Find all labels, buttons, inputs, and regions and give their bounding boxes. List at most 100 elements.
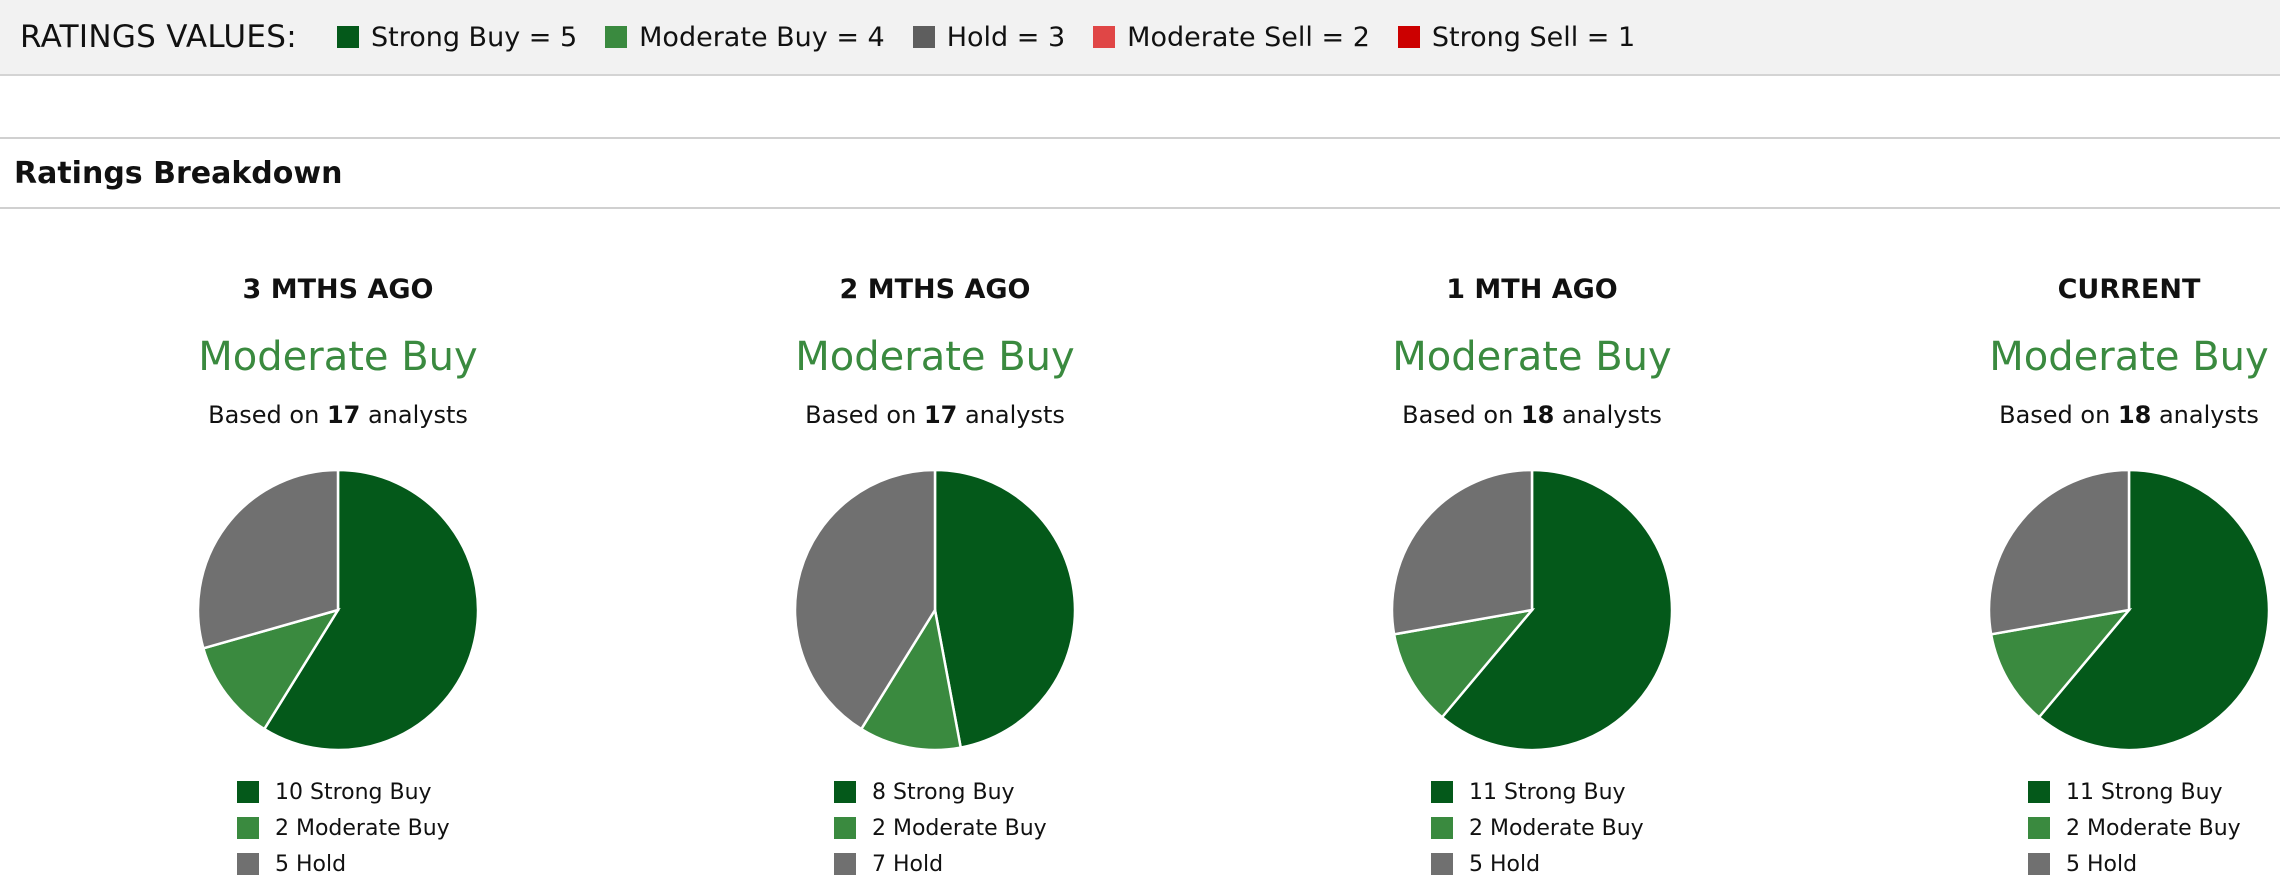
legend-label-strong-buy: Strong Buy = 5 xyxy=(370,21,578,53)
legend-label-hold: Hold = 3 xyxy=(946,21,1066,53)
based-on-suffix: analysts xyxy=(1554,401,1662,429)
pie-legend-label: 2 Moderate Buy xyxy=(275,815,450,841)
pie-legend-label: 5 Hold xyxy=(275,851,347,877)
consensus-rating: Moderate Buy xyxy=(198,334,478,380)
pie-slice-hold xyxy=(1987,468,2131,636)
pie-legend-item: 10 Strong Buy xyxy=(237,774,450,810)
panel-current: CURRENT Moderate Buy Based on 18 analysts xyxy=(1909,270,2280,432)
pie-slice-hold xyxy=(793,468,937,731)
pie-legend-item: 8 Strong Buy xyxy=(834,774,1047,810)
analyst-count: Based on 18 analysts xyxy=(1909,398,2280,432)
pie-legend-label: 2 Moderate Buy xyxy=(872,815,1047,841)
pie-legend-item: 7 Hold xyxy=(834,846,1047,882)
pie-legend-swatch xyxy=(2028,817,2050,839)
analyst-count-value: 17 xyxy=(923,401,958,429)
analyst-count: Based on 18 analysts xyxy=(1312,398,1752,432)
based-on-prefix: Based on xyxy=(805,401,924,429)
legend-label-strong-sell: Strong Sell = 1 xyxy=(1431,21,1636,53)
pie-legend-label: 5 Hold xyxy=(2066,851,2138,877)
legend-item-moderate-buy: Moderate Buy = 4 xyxy=(605,22,885,53)
strong-buy-swatch xyxy=(336,26,359,48)
strong-sell-swatch xyxy=(1397,26,1420,48)
pie-legend-swatch xyxy=(1431,817,1453,839)
legend-item-moderate-sell: Moderate Sell = 2 xyxy=(1093,22,1370,53)
pie-chart-1-mth-ago xyxy=(1390,468,1674,752)
divider-top xyxy=(0,137,2280,139)
pie-legend-item: 2 Moderate Buy xyxy=(2028,810,2241,846)
pie-slice-moderate-buy xyxy=(859,606,963,752)
pie-legend-swatch xyxy=(834,781,856,803)
pie-legend-label: 11 Strong Buy xyxy=(1469,779,1626,805)
analyst-count-value: 18 xyxy=(1520,401,1555,429)
period-title: 1 MTH AGO xyxy=(1446,274,1618,305)
ratings-values-title: RATINGS VALUES: xyxy=(20,19,297,55)
based-on-prefix: Based on xyxy=(1402,401,1521,429)
panel-1-mth-ago: 1 MTH AGO Moderate Buy Based on 18 analyst… xyxy=(1312,270,1752,432)
pie-legend-swatch xyxy=(237,781,259,803)
pie-chart-2-mths-ago xyxy=(793,468,1077,752)
pie-legend-item: 2 Moderate Buy xyxy=(1431,810,1644,846)
pie-legend-item: 5 Hold xyxy=(1431,846,1644,882)
analyst-count: Based on 17 analysts xyxy=(118,398,558,432)
moderate-buy-swatch xyxy=(605,26,628,48)
panel-2-mths-ago: 2 MTHS AGO Moderate Buy Based on 17 analys… xyxy=(715,270,1155,432)
pie-legend-label: 5 Hold xyxy=(1469,851,1541,877)
pie-legend-item: 2 Moderate Buy xyxy=(834,810,1047,846)
based-on-suffix: analysts xyxy=(360,401,468,429)
pie-legend-label: 2 Moderate Buy xyxy=(2066,815,2241,841)
pie-legend-label: 8 Strong Buy xyxy=(872,779,1015,805)
pie-legend-swatch xyxy=(237,817,259,839)
based-on-prefix: Based on xyxy=(208,401,327,429)
pie-legend-3-mths-ago: 10 Strong Buy 2 Moderate Buy 5 Hold xyxy=(237,774,450,882)
pie-slice-strong-buy xyxy=(2037,468,2271,752)
period-title: 3 MTHS AGO xyxy=(242,274,434,305)
pie-slice-strong-buy xyxy=(933,468,1077,750)
pie-legend-label: 10 Strong Buy xyxy=(275,779,432,805)
pie-legend-swatch xyxy=(2028,853,2050,875)
pie-legend-item: 5 Hold xyxy=(2028,846,2241,882)
hold-swatch xyxy=(912,26,935,48)
based-on-prefix: Based on xyxy=(1999,401,2118,429)
period-title: CURRENT xyxy=(2057,274,2201,305)
pie-legend-item: 11 Strong Buy xyxy=(2028,774,2241,810)
ratings-values-legend: RATINGS VALUES: Strong Buy = 5 Moderate … xyxy=(0,0,2280,76)
pie-slice-hold xyxy=(1390,468,1534,636)
pie-slice-moderate-buy xyxy=(1392,608,1536,720)
pie-legend-1-mth-ago: 11 Strong Buy 2 Moderate Buy 5 Hold xyxy=(1431,774,1644,882)
analyst-count-value: 18 xyxy=(2117,401,2152,429)
pie-chart-3-mths-ago xyxy=(196,468,480,752)
pie-legend-item: 2 Moderate Buy xyxy=(237,810,450,846)
moderate-sell-swatch xyxy=(1093,26,1116,48)
pie-legend-swatch xyxy=(834,817,856,839)
consensus-rating: Moderate Buy xyxy=(795,334,1075,380)
legend-label-moderate-buy: Moderate Buy = 4 xyxy=(639,21,885,53)
period-title: 2 MTHS AGO xyxy=(839,274,1031,305)
section-title: Ratings Breakdown xyxy=(14,156,343,191)
pie-slice-strong-buy xyxy=(1440,468,1674,752)
consensus-rating: Moderate Buy xyxy=(1989,334,2269,380)
pie-legend-current: 11 Strong Buy 2 Moderate Buy 5 Hold xyxy=(2028,774,2241,882)
pie-legend-swatch xyxy=(2028,781,2050,803)
pie-slice-hold xyxy=(196,468,340,650)
pie-legend-item: 11 Strong Buy xyxy=(1431,774,1644,810)
legend-label-moderate-sell: Moderate Sell = 2 xyxy=(1127,21,1370,53)
legend-item-strong-sell: Strong Sell = 1 xyxy=(1397,21,1636,53)
pie-legend-swatch xyxy=(237,853,259,875)
pie-slice-strong-buy xyxy=(262,468,480,752)
analyst-count-value: 17 xyxy=(326,401,361,429)
pie-legend-label: 7 Hold xyxy=(872,851,944,877)
pie-legend-label: 11 Strong Buy xyxy=(2066,779,2223,805)
legend-item-hold: Hold = 3 xyxy=(912,21,1066,53)
analyst-count: Based on 17 analysts xyxy=(715,398,1155,432)
pie-legend-swatch xyxy=(1431,853,1453,875)
consensus-rating: Moderate Buy xyxy=(1392,334,1672,380)
pie-legend-label: 2 Moderate Buy xyxy=(1469,815,1644,841)
pie-legend-swatch xyxy=(1431,781,1453,803)
pie-chart-current xyxy=(1987,468,2271,752)
panel-3-mths-ago: 3 MTHS AGO Moderate Buy Based on 17 analys… xyxy=(118,270,558,432)
based-on-suffix: analysts xyxy=(957,401,1065,429)
pie-legend-item: 5 Hold xyxy=(237,846,450,882)
pie-legend-2-mths-ago: 8 Strong Buy 2 Moderate Buy 7 Hold xyxy=(834,774,1047,882)
pie-legend-swatch xyxy=(834,853,856,875)
pie-slice-moderate-buy xyxy=(1989,608,2133,720)
